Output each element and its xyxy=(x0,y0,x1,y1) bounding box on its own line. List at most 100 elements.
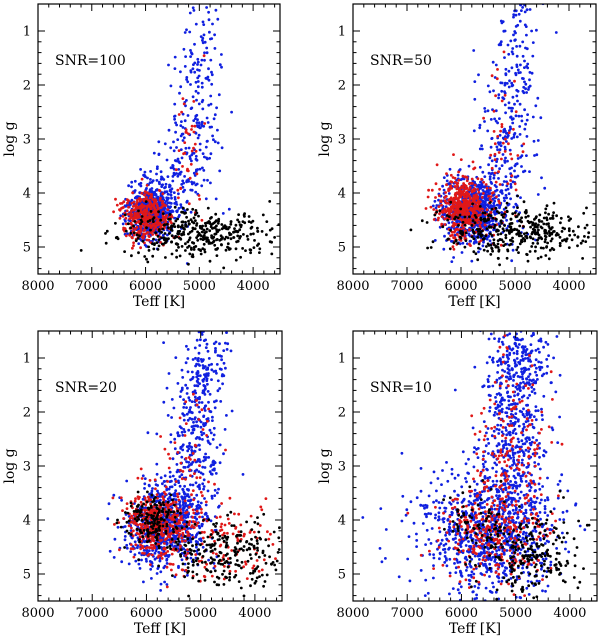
point-black xyxy=(492,241,496,245)
point-blue xyxy=(174,159,178,163)
point-blue xyxy=(470,184,474,188)
point-blue xyxy=(507,85,511,89)
point-blue xyxy=(505,218,508,222)
point-red xyxy=(503,150,507,153)
point-blue xyxy=(516,99,519,103)
point-red xyxy=(133,215,137,219)
point-black xyxy=(141,239,145,243)
point-blue xyxy=(490,137,494,141)
point-black xyxy=(270,252,274,256)
point-blue xyxy=(210,70,213,74)
point-black xyxy=(548,227,552,230)
point-black xyxy=(508,243,511,247)
x-tick-label: 8000 xyxy=(21,279,54,294)
point-black xyxy=(291,229,294,232)
point-red xyxy=(158,189,161,192)
point-blue xyxy=(194,131,198,135)
point-black xyxy=(516,206,519,210)
point-blue xyxy=(218,169,222,173)
point-black xyxy=(245,234,249,238)
point-black xyxy=(454,238,458,242)
point-black xyxy=(481,211,485,215)
point-blue xyxy=(497,141,500,145)
point-blue xyxy=(179,203,183,207)
point-black xyxy=(149,210,153,213)
point-red xyxy=(128,233,132,237)
point-blue xyxy=(502,180,506,183)
point-black xyxy=(197,214,200,218)
point-black xyxy=(143,255,147,258)
point-blue xyxy=(191,428,195,432)
point-blue xyxy=(503,127,506,131)
point-black xyxy=(211,236,215,240)
point-blue xyxy=(188,157,192,161)
point-black xyxy=(511,212,515,216)
point-blue xyxy=(179,124,183,127)
point-blue xyxy=(497,96,500,100)
series-red xyxy=(424,50,526,251)
point-black xyxy=(216,247,220,250)
point-blue xyxy=(488,90,492,94)
point-blue xyxy=(208,156,212,160)
point-blue xyxy=(189,83,192,86)
point-red xyxy=(443,223,447,226)
point-black xyxy=(268,200,272,203)
point-red xyxy=(147,235,151,239)
point-black xyxy=(126,222,130,226)
point-blue xyxy=(173,114,177,118)
point-blue xyxy=(517,114,521,118)
point-blue xyxy=(209,152,213,156)
point-blue xyxy=(168,201,172,205)
point-blue xyxy=(159,476,163,480)
point-blue xyxy=(175,209,179,213)
point-blue xyxy=(197,74,201,78)
point-red xyxy=(460,224,464,228)
point-blue xyxy=(193,395,197,399)
point-red xyxy=(455,182,459,186)
point-black xyxy=(147,249,151,252)
point-blue xyxy=(206,77,209,81)
point-red xyxy=(436,218,440,222)
point-blue xyxy=(198,504,202,508)
point-blue xyxy=(486,109,490,113)
point-black xyxy=(187,238,191,242)
point-black xyxy=(270,240,273,244)
point-blue xyxy=(208,442,212,446)
point-blue xyxy=(188,155,192,158)
point-blue xyxy=(159,170,163,174)
point-black xyxy=(187,262,190,266)
point-blue xyxy=(184,55,188,58)
point-red xyxy=(139,246,143,250)
point-red xyxy=(438,187,441,191)
point-blue xyxy=(456,173,460,177)
point-black xyxy=(545,216,548,220)
point-black xyxy=(586,235,590,239)
point-blue xyxy=(198,0,201,1)
point-blue xyxy=(125,546,129,550)
point-red xyxy=(449,210,453,213)
point-blue xyxy=(189,107,193,110)
point-black xyxy=(548,234,551,238)
point-blue xyxy=(155,462,159,466)
point-red xyxy=(132,244,135,248)
point-red xyxy=(131,208,135,212)
point-red xyxy=(497,151,501,154)
point-blue xyxy=(179,148,183,152)
point-blue xyxy=(192,63,195,66)
point-red xyxy=(496,68,499,71)
point-blue xyxy=(186,418,190,422)
point-black xyxy=(567,246,571,250)
point-blue xyxy=(201,166,204,170)
point-blue xyxy=(482,240,485,244)
point-black xyxy=(189,218,193,222)
point-black xyxy=(220,223,224,226)
x-tick-label: 4000 xyxy=(237,279,270,294)
point-red xyxy=(145,206,149,210)
point-blue xyxy=(214,472,218,475)
point-blue xyxy=(141,474,145,478)
point-red xyxy=(452,153,455,157)
point-blue xyxy=(202,478,206,482)
point-blue xyxy=(539,116,543,120)
point-blue xyxy=(176,174,180,178)
point-blue xyxy=(510,118,514,121)
